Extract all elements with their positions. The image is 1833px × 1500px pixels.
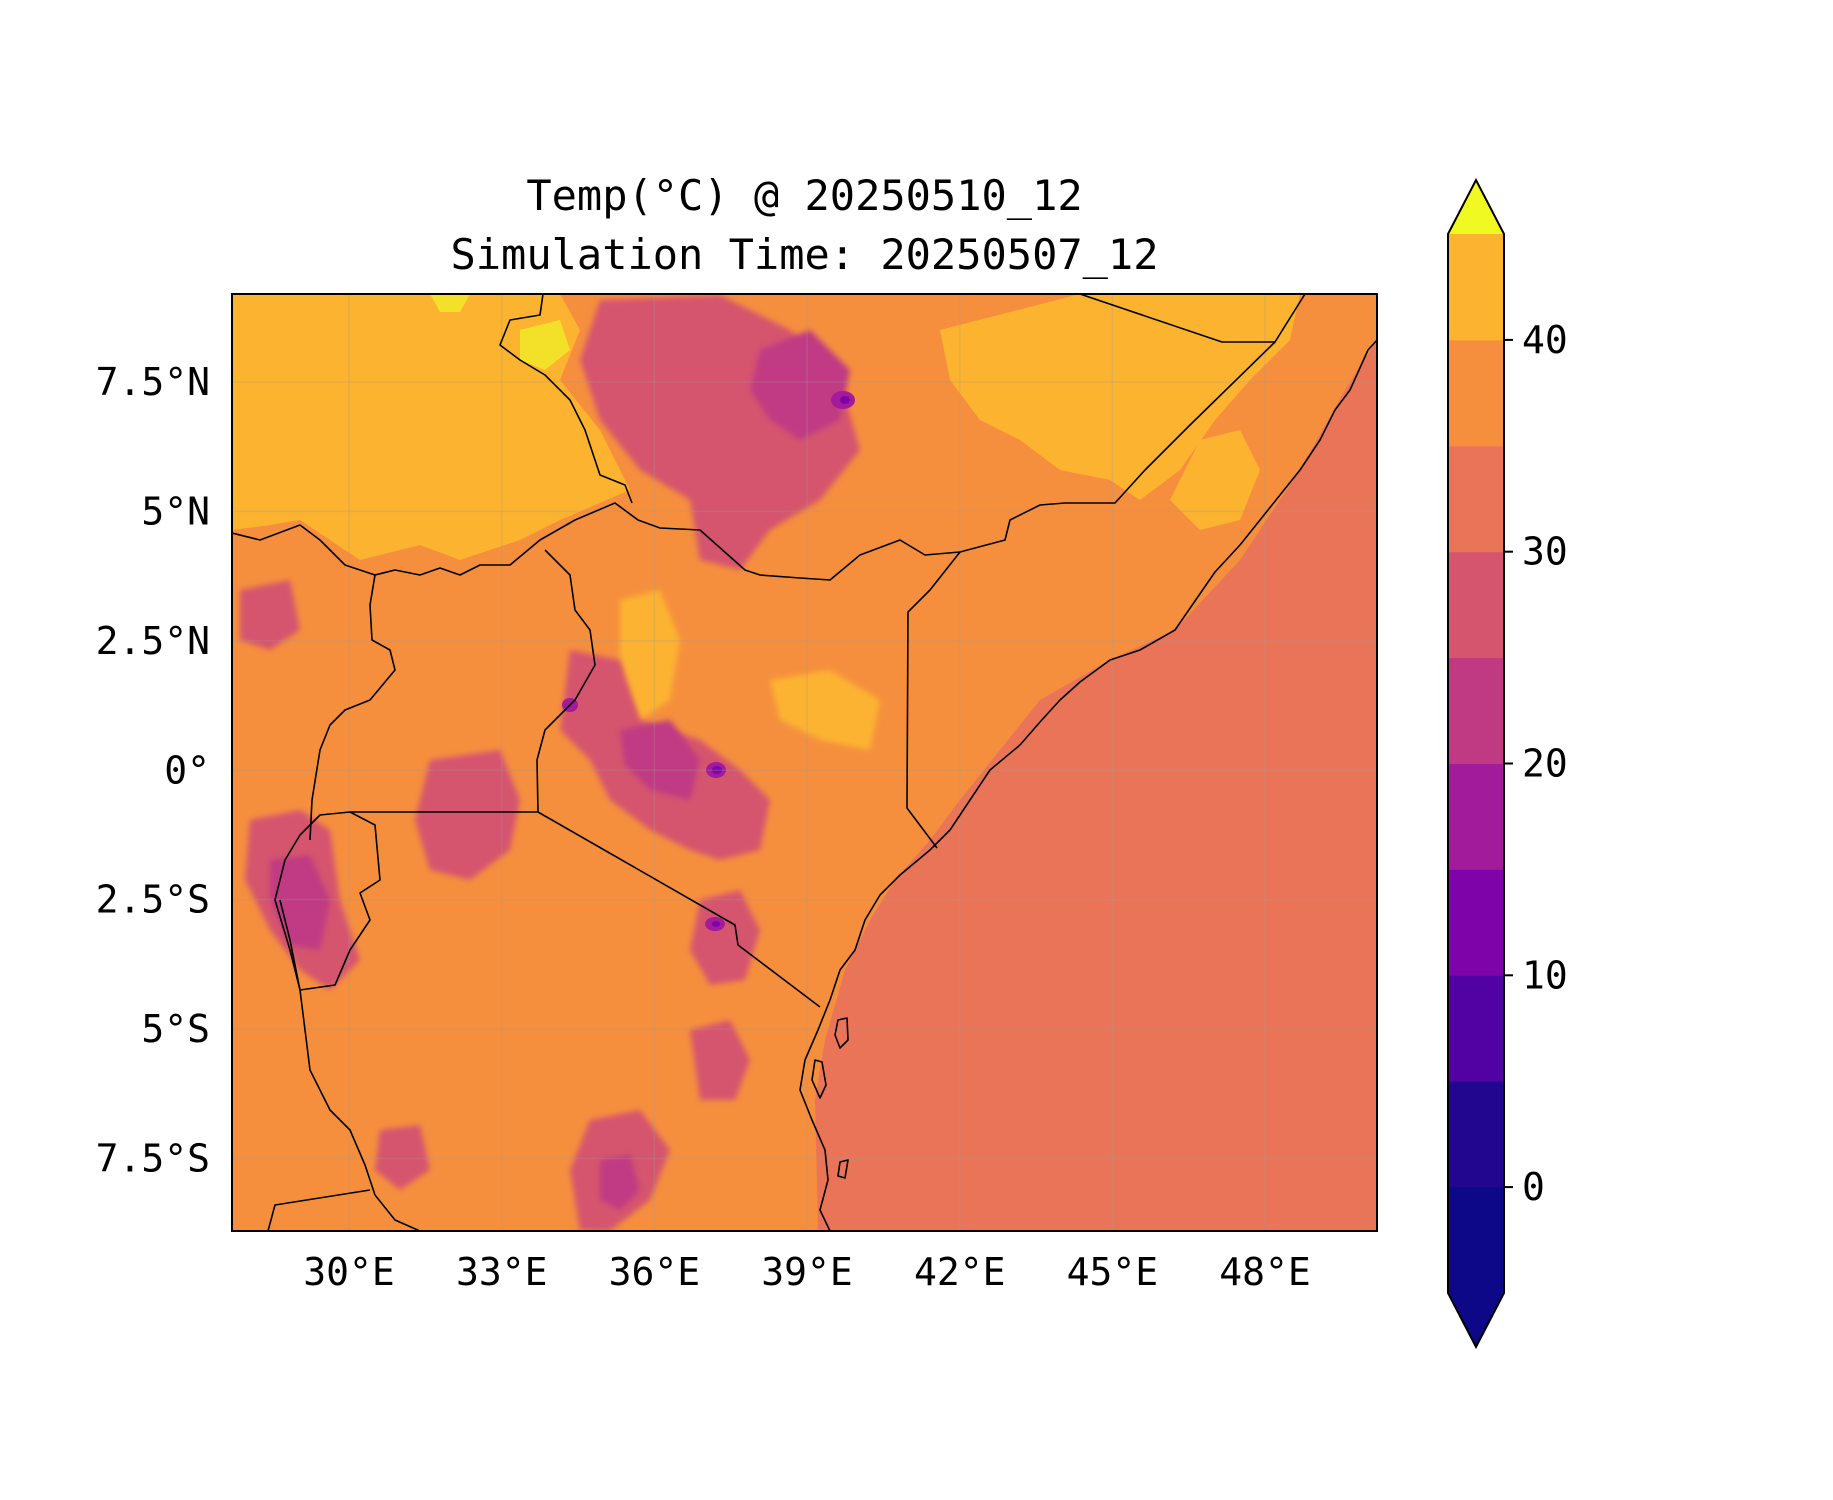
sudan-ethiopia-border <box>499 294 633 504</box>
uganda-drc-border <box>309 574 396 841</box>
horn-35-40-blob <box>1170 430 1260 530</box>
turkana-35-40-blob <box>620 590 680 720</box>
x-tick-label: 42°E <box>914 1250 1006 1294</box>
x-tick-label: 45°E <box>1067 1250 1159 1294</box>
x-tick-label: 39°E <box>761 1250 853 1294</box>
drc-tanzania-border <box>279 899 421 1231</box>
colorbar-tick-label: 30 <box>1522 530 1568 574</box>
colorbar-level-band <box>1448 339 1504 447</box>
uganda-kenya-border <box>536 549 596 813</box>
title-line-2: Simulation Time: 20250507_12 <box>450 230 1159 279</box>
y-tick-label: 2.5°N <box>96 619 210 663</box>
coastline <box>799 339 1377 1231</box>
colorbar-level-band <box>1448 975 1504 1082</box>
colorbar-level-band <box>1448 869 1504 976</box>
colorbar-tick-label: 10 <box>1522 953 1568 997</box>
y-tick-label: 5°N <box>141 489 210 533</box>
title-line-1: Temp(°C) @ 20250510_12 <box>526 171 1083 220</box>
tanzania-north-border <box>350 811 821 1008</box>
sudan-40-45-patch <box>520 320 570 370</box>
colorbar-extend-max <box>1448 180 1504 234</box>
colorbar-tick-label: 0 <box>1522 1165 1545 1209</box>
x-tick-label: 36°E <box>609 1250 701 1294</box>
colorbar: 0 10 20 30 40 <box>1447 177 1568 1350</box>
map-gridlines <box>232 294 1377 1231</box>
map-frame <box>231 293 1378 1232</box>
colorbar-extend-min <box>1448 1293 1504 1347</box>
zambia-border <box>267 1189 371 1231</box>
rwanda-burundi-border <box>274 811 381 991</box>
colorbar-level-band <box>1448 551 1504 659</box>
sudan-40-45-patch-2 <box>430 294 470 312</box>
y-tick-label: 0° <box>164 748 210 792</box>
colorbar-tick-label: 40 <box>1522 318 1568 362</box>
mafia-island <box>837 1159 849 1179</box>
zanzibar-island <box>811 1059 827 1099</box>
colorbar-level-band <box>1448 445 1504 553</box>
colorbar-level-band <box>1448 1187 1504 1294</box>
temperature-field <box>232 294 1377 1231</box>
y-tick-label: 7.5°S <box>96 1137 210 1181</box>
sudan-border <box>232 502 961 581</box>
map-plot-area: 30°E 33°E 36°E 39°E 42°E 45°E 48°E 7.5°N 5°N 2.5… <box>96 293 1378 1294</box>
somalia-35-40-region <box>940 294 1300 500</box>
highland-15-20-regions <box>270 330 850 1210</box>
y-tick-label: 2.5°S <box>96 878 210 922</box>
colorbar-tick-label: 20 <box>1522 742 1568 786</box>
kenya-35-40-blob <box>770 670 880 750</box>
colorbar-outline <box>1447 177 1505 1350</box>
kenya-somalia-border <box>906 551 961 849</box>
y-tick-label: 7.5°N <box>96 360 210 404</box>
pemba-island <box>834 1017 849 1049</box>
y-axis-ticks: 7.5°N 5°N 2.5°N 0° 2.5°S 5°S 7.5°S <box>96 360 210 1181</box>
x-tick-label: 30°E <box>303 1250 395 1294</box>
colorbar-level-band <box>1448 763 1504 870</box>
x-axis-ticks: 30°E 33°E 36°E 39°E 42°E 45°E 48°E <box>303 1250 1311 1294</box>
ethiopia-eritrea-border <box>1079 294 1275 343</box>
x-tick-label: 48°E <box>1219 1250 1311 1294</box>
colorbar-level-band <box>1448 657 1504 764</box>
country-borders <box>232 294 1377 1231</box>
ethiopia-somalia-border <box>959 294 1306 553</box>
colorbar-level-band <box>1448 234 1504 341</box>
y-tick-label: 5°S <box>141 1007 210 1051</box>
x-tick-label: 33°E <box>456 1250 548 1294</box>
colorbar-level-band <box>1448 1081 1504 1188</box>
